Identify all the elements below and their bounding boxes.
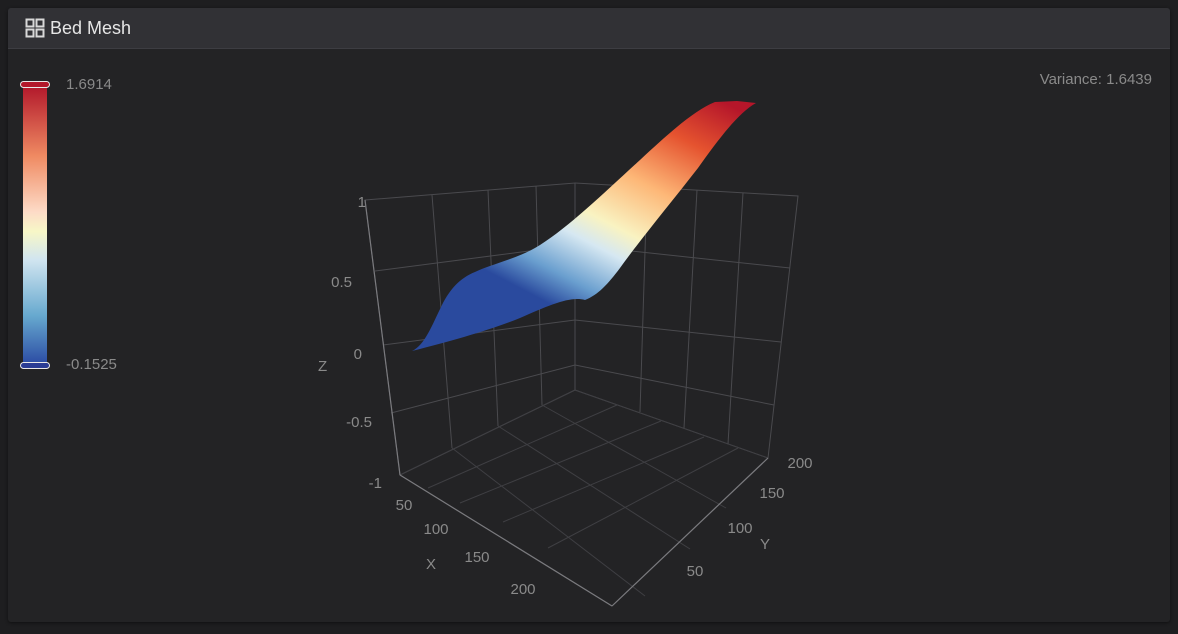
colorscale-min-label: -0.1525 (66, 356, 117, 373)
grid-icon (25, 18, 45, 38)
z-tick-label: -1 (369, 475, 382, 492)
plot-axes (364, 199, 769, 607)
y-axis-label: Y (760, 536, 770, 553)
floor-grid (398, 389, 769, 607)
bed-mesh-card: Bed Mesh (8, 8, 1170, 622)
z-tick-label: -0.5 (346, 414, 372, 431)
x-axis-label: X (426, 556, 436, 573)
y-tick-label: 200 (787, 455, 812, 472)
variance-label: Variance: 1.6439 (1039, 71, 1152, 88)
x-tick-label: 150 (464, 549, 489, 566)
colorscale-min-handle[interactable] (20, 362, 50, 369)
mesh-surface (412, 101, 756, 351)
y-axis-ticks: 50 100 150 200 (687, 455, 813, 580)
z-axis-ticks: 1 0.5 0 -0.5 -1 (331, 194, 382, 492)
colorscale-max-label: 1.6914 (66, 76, 112, 93)
card-title: Bed Mesh (50, 17, 132, 38)
z-axis-label: Z (318, 358, 327, 375)
x-tick-label: 200 (510, 581, 535, 598)
z-tick-label: 0.5 (331, 274, 352, 291)
y-tick-label: 150 (759, 485, 784, 502)
z-tick-label: 0 (354, 346, 362, 363)
x-tick-label: 100 (423, 521, 448, 538)
y-tick-label: 50 (687, 563, 704, 580)
x-axis-ticks: 50 100 150 200 (396, 497, 536, 598)
x-tick-label: 50 (396, 497, 413, 514)
card-header: Bed Mesh (8, 8, 1170, 49)
z-tick-label: 1 (358, 194, 366, 211)
colorscale-max-handle[interactable] (20, 81, 50, 88)
y-tick-label: 100 (727, 520, 752, 537)
colorscale-bar (23, 86, 47, 366)
